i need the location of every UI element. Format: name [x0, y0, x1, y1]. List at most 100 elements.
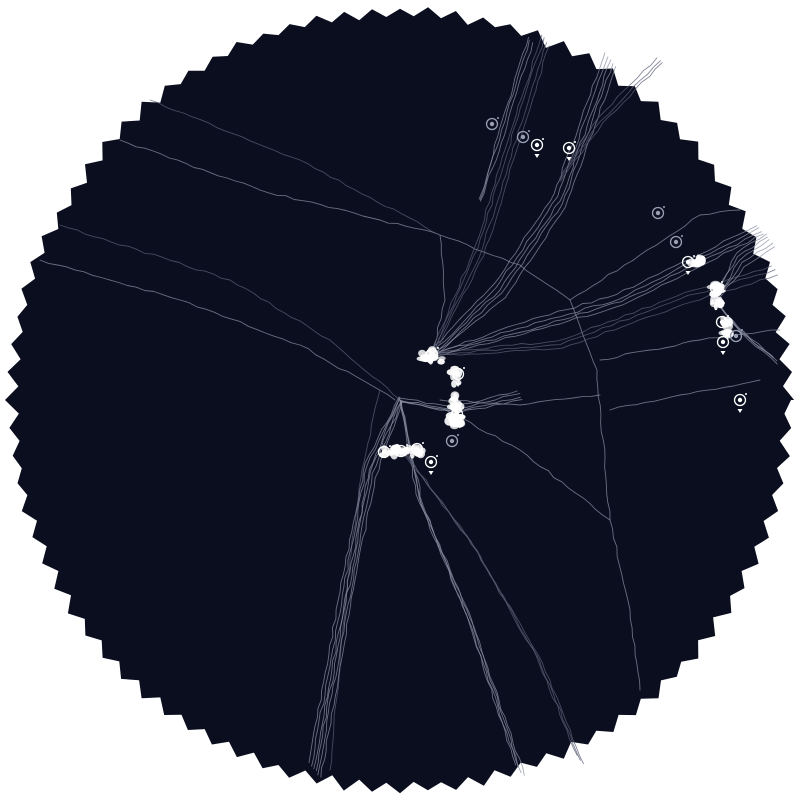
- route-line: [317, 400, 403, 776]
- route-line: [599, 329, 781, 361]
- location-ring-icon[interactable]: [709, 281, 724, 295]
- route-line: [444, 409, 611, 521]
- location-ring-icon[interactable]: [451, 367, 466, 387]
- node-dot: [566, 145, 572, 151]
- node-ring: [562, 141, 576, 155]
- route-line: [431, 37, 545, 355]
- triangle-down-icon: [534, 154, 540, 158]
- node-dot: [489, 121, 495, 127]
- node-dot: [719, 319, 725, 325]
- node-tick: [741, 329, 743, 331]
- route-line: [313, 398, 400, 770]
- triangle-down-icon: [454, 423, 460, 427]
- location-ring-icon[interactable]: [377, 445, 392, 459]
- location-ring-icon[interactable]: [516, 130, 531, 144]
- node-tick: [389, 445, 391, 447]
- cluster-node-blob: [722, 319, 731, 326]
- cluster-node-blob: [450, 396, 459, 402]
- location-ring-icon[interactable]: [715, 315, 730, 329]
- location-ring-icon[interactable]: [450, 407, 465, 427]
- node-dot: [381, 449, 387, 455]
- triangle-down-icon: [455, 383, 461, 387]
- location-ring-icon[interactable]: [681, 255, 696, 275]
- location-ring-icon[interactable]: [424, 455, 439, 475]
- route-line: [149, 99, 441, 236]
- route-line: [311, 397, 401, 767]
- route-line: [432, 63, 614, 357]
- route-line: [569, 209, 741, 301]
- node-dot: [655, 210, 661, 216]
- route-line: [431, 42, 548, 357]
- location-ring-icon[interactable]: [410, 442, 425, 456]
- node-ring: [516, 130, 530, 144]
- location-ring-icon[interactable]: [485, 117, 500, 131]
- node-dot: [398, 448, 404, 454]
- route-line: [39, 259, 396, 401]
- route-line: [431, 56, 609, 355]
- location-ring-icon[interactable]: [445, 434, 460, 448]
- triangle-down-icon: [566, 157, 572, 161]
- route-line: [119, 139, 641, 691]
- node-tick: [422, 442, 424, 444]
- route-line: [439, 394, 601, 406]
- location-nodes: [377, 117, 748, 475]
- triangle-down-icon: [428, 471, 434, 475]
- node-ring: [425, 347, 439, 361]
- node-tick: [463, 367, 465, 369]
- node-tick: [528, 130, 530, 132]
- route-line: [315, 400, 402, 772]
- route-line: [308, 396, 400, 764]
- triangle-down-icon: [737, 409, 743, 413]
- node-ring: [445, 434, 459, 448]
- location-ring-icon[interactable]: [425, 347, 440, 361]
- node-tick: [497, 117, 499, 119]
- cluster-node-blob: [456, 400, 462, 409]
- node-tick: [728, 335, 730, 337]
- location-ring-icon[interactable]: [530, 138, 545, 158]
- node-tick: [721, 281, 723, 283]
- cluster-node-blob: [418, 349, 427, 357]
- node-dot: [685, 259, 691, 265]
- route-line: [433, 233, 764, 357]
- location-ring-icon[interactable]: [716, 335, 731, 355]
- cluster-node-blob: [713, 292, 719, 302]
- cluster-node-blob: [698, 255, 706, 266]
- node-tick: [462, 407, 464, 409]
- cluster-node-blob: [706, 284, 717, 290]
- cluster-node-blob: [451, 380, 457, 388]
- route-line: [406, 454, 584, 764]
- location-ring-icon[interactable]: [669, 235, 684, 249]
- location-ring-icon[interactable]: [729, 329, 744, 343]
- node-ring: [716, 335, 730, 349]
- route-line: [715, 300, 778, 362]
- node-tick: [693, 255, 695, 257]
- node-ring: [410, 442, 424, 456]
- route-line: [431, 45, 550, 358]
- node-dot: [449, 438, 455, 444]
- node-dot: [673, 239, 679, 245]
- route-line: [431, 59, 612, 356]
- location-ring-icon[interactable]: [562, 141, 577, 161]
- route-line: [479, 42, 534, 202]
- node-tick: [542, 138, 544, 140]
- node-ring: [729, 329, 743, 343]
- route-line: [430, 225, 758, 356]
- node-dot: [428, 459, 434, 465]
- location-ring-icon[interactable]: [651, 206, 666, 220]
- cluster-node-blob: [456, 417, 465, 428]
- node-tick: [437, 347, 439, 349]
- node-ring: [394, 444, 408, 458]
- node-tick: [436, 455, 438, 457]
- route-line: [430, 227, 760, 356]
- route-line: [59, 224, 401, 401]
- node-dot: [534, 142, 540, 148]
- location-ring-icon[interactable]: [733, 393, 748, 413]
- route-line: [559, 60, 661, 181]
- route-lines: [39, 34, 781, 778]
- route-line: [559, 57, 658, 179]
- location-ring-icon[interactable]: [394, 444, 409, 458]
- node-ring: [450, 407, 464, 421]
- node-dot: [520, 134, 526, 140]
